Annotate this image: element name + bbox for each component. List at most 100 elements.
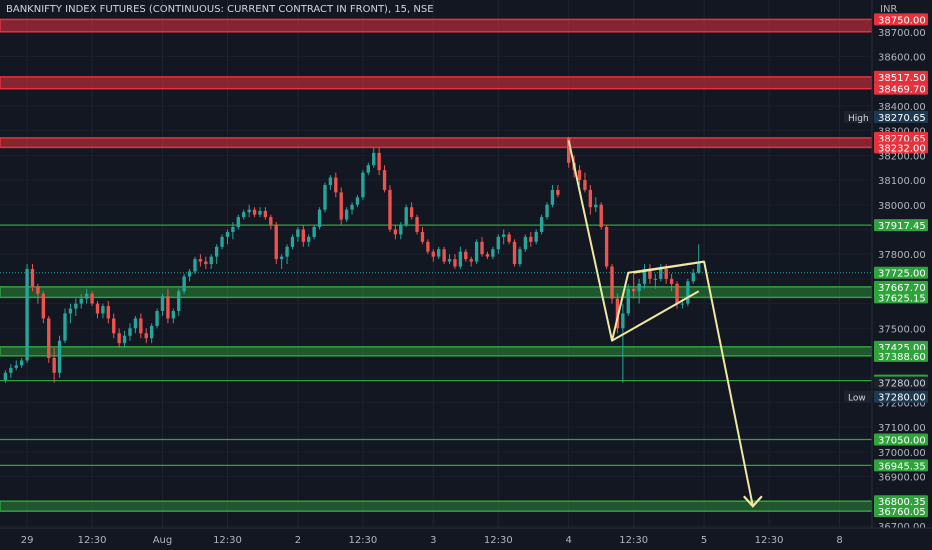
time-tick-label: 12:30 [755, 535, 784, 546]
candle-body [112, 318, 116, 334]
support-price-label: 37425.00 [878, 343, 926, 354]
candle-body [529, 236, 533, 242]
candle-body [420, 231, 425, 242]
candle-body [225, 231, 230, 237]
support-price-label-bg [874, 495, 928, 508]
candle-body [545, 204, 549, 218]
candle-body [14, 365, 18, 368]
candle-body [361, 172, 365, 198]
time-tick-label: 8 [836, 535, 842, 546]
candle-body [204, 261, 208, 265]
arrow-head [743, 495, 763, 508]
resistance-price-label: 38517.50 [878, 73, 926, 84]
candle-body [209, 256, 213, 265]
candle-body [393, 229, 398, 235]
candle-body [57, 340, 62, 373]
time-tick-label: 12:30 [78, 535, 107, 546]
resistance-price-label: 38750.00 [878, 15, 926, 26]
support-price-label: 37917.45 [878, 221, 926, 232]
candle-body [149, 325, 154, 339]
candle-body [588, 189, 593, 208]
candle-body [312, 226, 316, 237]
candle-body [399, 224, 403, 235]
support-price-label-bg [874, 349, 928, 362]
candle-body [583, 180, 587, 190]
candle-body [664, 269, 668, 279]
candle-body [182, 276, 186, 292]
candle-body [437, 249, 441, 257]
support-price-label: 36760.05 [878, 507, 926, 518]
candle-body [372, 152, 376, 166]
candle-body [637, 283, 641, 292]
candle-body [296, 229, 300, 237]
candle-body [550, 189, 555, 205]
resistance-price-label: 38270.65 [878, 134, 926, 145]
candle-body [512, 241, 517, 265]
candle-body [599, 204, 603, 227]
candle-body [377, 152, 381, 171]
candle-body [426, 241, 430, 252]
candle-body [648, 269, 652, 279]
time-tick-label: 12:30 [619, 535, 648, 546]
candle-body [642, 269, 647, 284]
candle-body [187, 271, 192, 277]
support-price-label: 37725.00 [878, 269, 926, 280]
candle-body [269, 217, 273, 225]
candle-body [691, 272, 695, 282]
resistance-price-label-bg [874, 13, 928, 26]
candle-body [122, 335, 127, 344]
support-price-label: 37050.00 [878, 436, 926, 447]
candle-body [139, 318, 143, 334]
candle-body [242, 212, 246, 218]
price-tick-label: 38600.00 [878, 52, 926, 63]
time-tick-label: Aug [153, 535, 173, 546]
candle-body [469, 259, 473, 262]
price-tick-label: 38400.00 [878, 102, 926, 113]
candle-body [177, 291, 181, 312]
candle-body [166, 296, 170, 319]
time-tick-label: 12:30 [213, 535, 242, 546]
chart-title: BANKNIFTY INDEX FUTURES (CONTINUOUS: CUR… [6, 4, 434, 15]
resistance-zone [0, 76, 873, 90]
candle-body [95, 303, 100, 314]
candle-body [523, 236, 528, 250]
candle-body [453, 259, 457, 267]
candle-body [388, 189, 392, 230]
candle-body [534, 231, 538, 242]
resistance-price-label-bg [874, 131, 928, 144]
candle-body [577, 170, 582, 181]
candle-body [539, 217, 544, 232]
candle-body [263, 210, 268, 218]
support-price-label-bg [874, 459, 928, 472]
candle-body [366, 165, 370, 173]
candle-body [328, 177, 333, 185]
candle-body [307, 236, 311, 242]
candle-body [675, 283, 679, 304]
price-tick-label: 37200.00 [878, 398, 926, 409]
price-tick-label: 37500.00 [878, 324, 926, 335]
candle-body [52, 357, 56, 373]
candle-body [604, 226, 609, 267]
support-price-label: 37388.60 [878, 352, 926, 363]
pattern-line [633, 260, 705, 274]
candle-body [19, 360, 24, 366]
candle-body [344, 209, 349, 220]
price-tick-label: 38100.00 [878, 176, 926, 187]
candle-body [404, 207, 408, 225]
candle-body [193, 259, 197, 272]
price-tick-label: 38000.00 [878, 201, 926, 212]
candle-body [30, 269, 35, 287]
tag-value-bg [874, 390, 928, 403]
time-tick-label: 2 [295, 535, 301, 546]
candle-body [442, 249, 446, 262]
resistance-zone [0, 137, 873, 149]
candle-body [47, 318, 51, 358]
candle-body [567, 138, 571, 163]
candle-body [84, 293, 89, 299]
resistance-price-label: 38469.70 [878, 85, 926, 96]
candle-body [285, 246, 289, 257]
candle-body [491, 249, 495, 257]
candle-body [680, 303, 685, 305]
candle-body [63, 313, 67, 341]
